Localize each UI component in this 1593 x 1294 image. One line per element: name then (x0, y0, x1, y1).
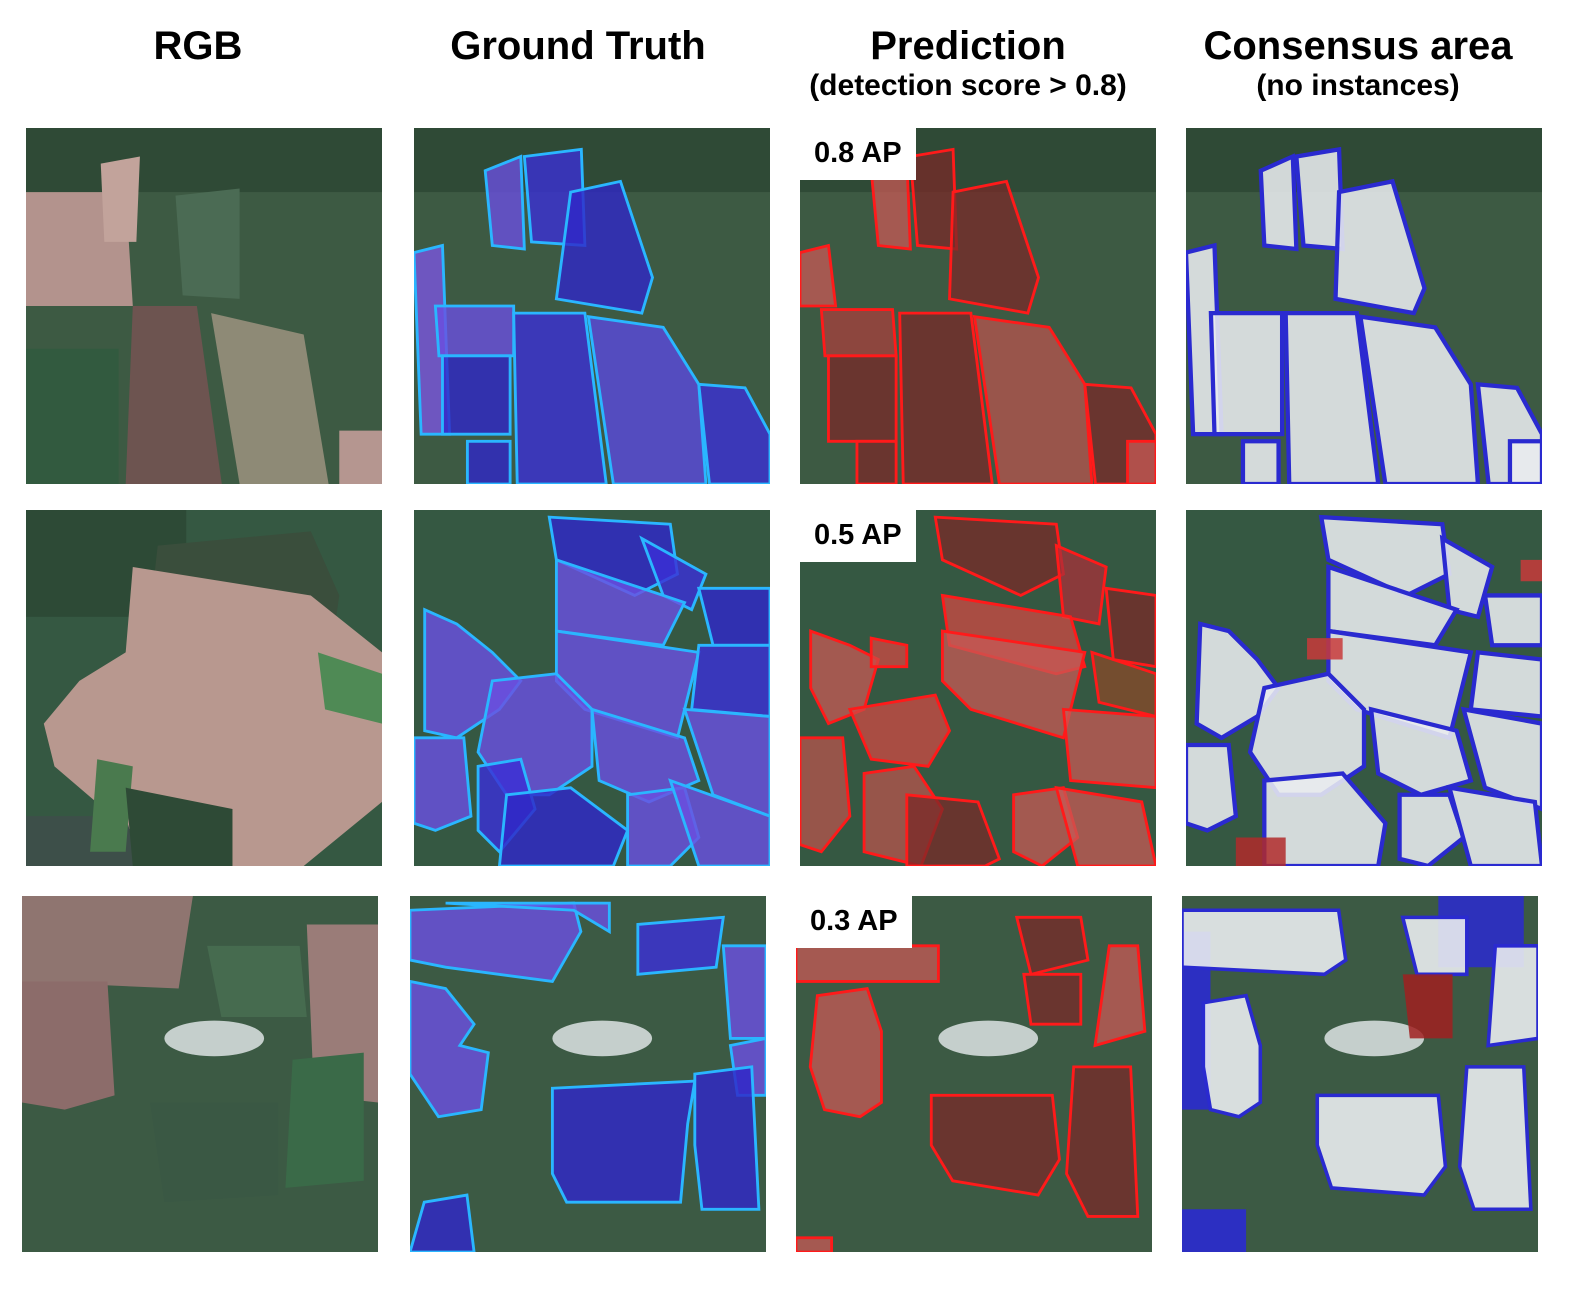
consensus-image-row-2 (1186, 510, 1542, 866)
column-title: Prediction (870, 24, 1066, 68)
column-title: Consensus area (1203, 24, 1513, 68)
column-header-consensus: Consensus area (no instances) (1168, 22, 1548, 102)
ap-score-badge: 0.8 AP (800, 128, 916, 180)
column-header-prediction: Prediction (detection score > 0.8) (778, 22, 1158, 102)
column-header-rgb: RGB (8, 22, 388, 70)
ground-truth-image-row-2 (414, 510, 770, 866)
column-title: Ground Truth (450, 24, 706, 68)
rgb-image-row-1 (26, 128, 382, 484)
column-title: RGB (153, 24, 243, 68)
column-subtitle: (no instances) (1256, 69, 1460, 102)
ground-truth-image-row-1 (414, 128, 770, 484)
ap-score-badge: 0.5 AP (800, 510, 916, 562)
consensus-image-row-1 (1186, 128, 1542, 484)
column-header-ground-truth: Ground Truth (388, 22, 768, 70)
rgb-image-row-3 (22, 896, 378, 1252)
consensus-image-row-3 (1182, 896, 1538, 1252)
prediction-image-row-2: 0.5 AP (800, 510, 1156, 866)
rgb-image-row-2 (26, 510, 382, 866)
prediction-image-row-1: 0.8 AP (800, 128, 1156, 484)
prediction-image-row-3: 0.3 AP (796, 896, 1152, 1252)
column-subtitle: (detection score > 0.8) (809, 69, 1127, 102)
ground-truth-image-row-3 (410, 896, 766, 1252)
ap-score-badge: 0.3 AP (796, 896, 912, 948)
